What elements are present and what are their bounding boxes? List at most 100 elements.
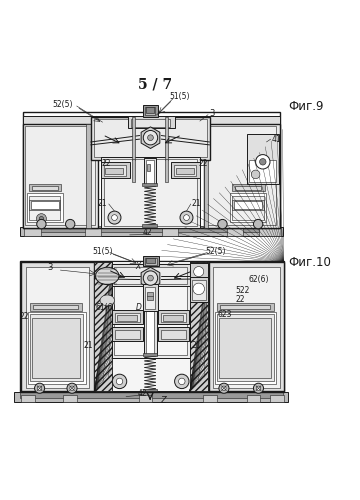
Bar [115,330,140,340]
Bar [165,160,168,182]
Bar [142,224,157,226]
Bar [85,228,101,236]
Bar [112,261,190,358]
Text: 51(5): 51(5) [170,92,190,102]
Bar [104,165,126,176]
Text: 41: 41 [272,134,282,143]
Circle shape [179,378,185,384]
Bar [117,315,137,321]
Bar [91,117,210,160]
Text: 22: 22 [236,295,245,304]
Bar [174,165,196,176]
Bar [171,162,200,178]
Bar [132,160,135,182]
Circle shape [256,154,270,169]
Text: 3: 3 [209,110,214,118]
Ellipse shape [96,268,119,284]
Bar [247,394,260,402]
Text: 21: 21 [84,341,93,350]
Bar [114,264,187,356]
Bar [270,394,284,402]
Polygon shape [141,268,160,289]
Circle shape [222,386,226,390]
Bar [147,292,153,300]
Circle shape [260,158,266,165]
Text: Z: Z [160,396,166,405]
Bar [190,277,208,302]
Bar [128,116,175,128]
Bar [192,280,206,300]
Bar [94,262,112,392]
Bar [203,394,217,402]
Circle shape [194,266,204,276]
Bar [21,262,284,392]
Bar [105,168,123,174]
Text: 21: 21 [192,341,201,350]
Bar [139,394,152,402]
Bar [161,314,186,322]
Bar [29,196,60,220]
Text: 21: 21 [192,198,201,207]
Circle shape [70,386,74,390]
Bar [132,117,135,160]
Text: Фиг.10: Фиг.10 [288,256,331,269]
Bar [32,186,58,190]
Circle shape [35,383,45,394]
Bar [28,312,86,384]
Circle shape [143,130,158,145]
Bar [25,226,277,232]
Bar [147,164,150,171]
Circle shape [37,220,46,229]
Bar [21,394,35,402]
Text: 5 / 7: 5 / 7 [138,78,172,92]
Circle shape [148,275,153,281]
Bar [101,158,200,228]
Bar [30,314,83,382]
Bar [32,318,80,378]
Bar [176,168,194,174]
Bar [29,184,61,190]
Bar [144,276,157,355]
Bar [20,227,283,236]
Circle shape [37,386,42,390]
Text: 52(5): 52(5) [206,246,226,256]
Bar [25,126,95,225]
Bar [26,267,89,388]
Bar [204,124,208,228]
Bar [114,266,187,284]
Text: 62(6): 62(6) [248,275,269,284]
Bar [23,112,280,228]
Bar [249,160,276,182]
Bar [232,184,265,190]
Circle shape [36,214,46,224]
Bar [27,193,63,222]
Circle shape [180,211,193,224]
Bar [190,262,208,392]
Bar [145,287,155,310]
Circle shape [253,220,263,229]
Bar [162,228,178,236]
Text: 22: 22 [20,312,29,321]
Circle shape [39,216,44,221]
Bar [217,314,274,382]
Circle shape [175,374,189,388]
Bar [209,262,284,392]
Text: 22: 22 [199,159,208,168]
Bar [23,116,280,124]
Bar [247,134,279,184]
Bar [144,158,156,185]
Circle shape [184,214,189,220]
Bar [131,118,170,126]
Polygon shape [141,127,160,148]
Text: 51(5): 51(5) [93,246,113,256]
Bar [213,267,280,388]
Circle shape [219,383,229,394]
Bar [161,330,186,340]
Bar [146,279,154,354]
Bar [234,202,262,209]
Bar [165,117,168,160]
Circle shape [66,220,75,229]
Bar [217,304,274,311]
Bar [33,305,78,310]
Bar [21,262,94,392]
